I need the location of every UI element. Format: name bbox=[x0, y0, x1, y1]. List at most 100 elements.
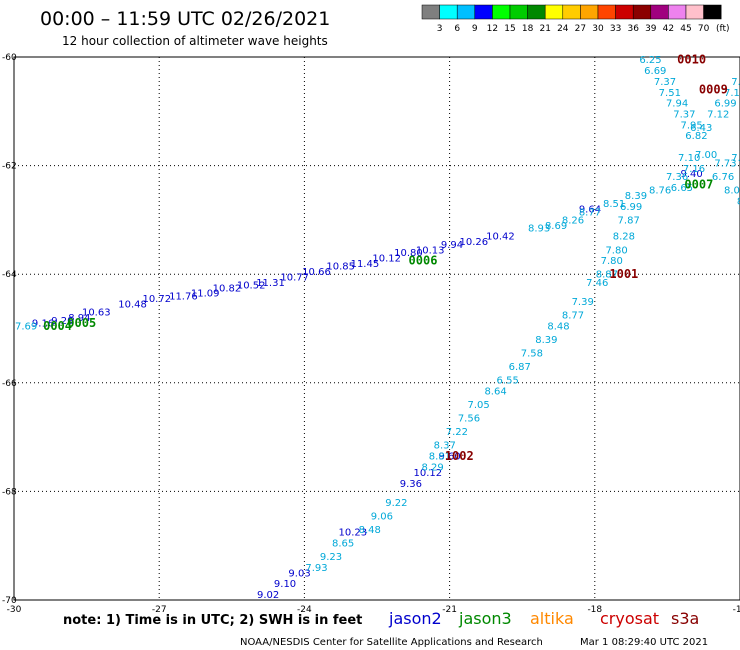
pass-number-label: 0005 bbox=[67, 316, 96, 330]
y-tick-labels: -60 -62 -64 -66 -68 -70 bbox=[2, 53, 17, 606]
pass-number-label: 0009 bbox=[699, 83, 728, 97]
legend-swatch bbox=[509, 4, 528, 20]
swh-point-label: 10.48 bbox=[118, 300, 147, 311]
legend-label: 30 bbox=[592, 24, 604, 34]
legend-label: 42 bbox=[663, 24, 674, 34]
swh-point-label: 10.77 bbox=[280, 272, 309, 283]
swh-point-label: 7.27 bbox=[731, 77, 740, 88]
swh-point-label: 8.76 bbox=[649, 186, 671, 197]
swh-point-label: 7.94 bbox=[666, 99, 688, 110]
legend-swatch bbox=[668, 4, 687, 20]
swh-point-label: 8.29 bbox=[422, 462, 444, 473]
swh-point-label: 8.04 bbox=[724, 186, 740, 197]
plot-frame bbox=[13, 56, 740, 601]
x-tick-label: -21 bbox=[442, 605, 457, 615]
swh-point-label: 6.43 bbox=[690, 123, 712, 134]
swh-point-label: 7.87 bbox=[618, 215, 640, 226]
swh-point-label: 11.09 bbox=[191, 289, 220, 300]
legend-swatch bbox=[632, 4, 652, 20]
swh-point-label: 7.69 bbox=[15, 321, 37, 332]
legend-label: 3 bbox=[437, 24, 443, 34]
swh-point-label: 8.48 bbox=[359, 525, 381, 536]
swh-point-label: 10.26 bbox=[459, 237, 488, 248]
satellite-altika: altika bbox=[530, 609, 574, 628]
swh-point-label: 7.80 bbox=[605, 245, 627, 256]
swh-point-label: 7.37 bbox=[673, 110, 695, 121]
swh-point-label: 7.84 bbox=[731, 153, 740, 164]
swh-point-label: 10.12 bbox=[372, 253, 401, 264]
y-tick-label: -64 bbox=[2, 270, 17, 280]
swh-point-label: 7.73 bbox=[714, 158, 736, 169]
swh-point-label: 7.12 bbox=[707, 110, 729, 121]
legend-swatch bbox=[421, 4, 440, 20]
swh-point-label: 10.42 bbox=[486, 232, 515, 243]
legend-swatch bbox=[650, 4, 669, 20]
swh-point-label: 10.52 bbox=[237, 281, 266, 292]
swh-point-label: 7.05 bbox=[468, 400, 490, 411]
swh-point-label: 9.64 bbox=[579, 205, 601, 216]
legend-label: 6 bbox=[454, 24, 460, 34]
swh-point-label: 11.31 bbox=[256, 278, 285, 289]
swh-point-label: 7.39 bbox=[572, 297, 594, 308]
swh-point-label: 7.51 bbox=[659, 88, 681, 99]
legend-label: 9 bbox=[472, 24, 478, 34]
legend-label: 70 bbox=[698, 24, 710, 34]
pass-number-label: 0010 bbox=[677, 53, 706, 67]
y-tick-label: -70 bbox=[2, 596, 17, 606]
legend-swatch bbox=[544, 4, 564, 20]
swh-point-label: 7.56 bbox=[458, 414, 480, 425]
swh-point-label: 6.69 bbox=[644, 66, 666, 77]
swh-point-label: 6.99 bbox=[620, 202, 642, 213]
y-tick-label: -68 bbox=[2, 487, 17, 497]
legend-swatch bbox=[474, 4, 493, 20]
swh-point-label: 10.85 bbox=[326, 262, 355, 273]
swh-point-label: 11.76 bbox=[169, 291, 198, 302]
swh-point-label: 7.13 bbox=[724, 88, 740, 99]
swh-point-label: 9.02 bbox=[257, 590, 279, 601]
x-tick-label: -18 bbox=[587, 605, 602, 615]
legend-swatch bbox=[562, 4, 581, 20]
legend-swatch bbox=[580, 4, 599, 20]
swh-point-label: 9.40 bbox=[680, 169, 702, 180]
swh-point-label: 8.77 bbox=[562, 310, 584, 321]
timestamp: Mar 1 08:29:40 UTC 2021 bbox=[580, 637, 708, 648]
legend-unit: (ft) bbox=[716, 24, 730, 34]
legend-label: 36 bbox=[627, 24, 639, 34]
swh-point-label: 8.28 bbox=[613, 232, 635, 243]
swh-point-label: 10.82 bbox=[213, 283, 242, 294]
swh-point-label: 8.77 bbox=[579, 207, 601, 218]
pass-number-label: 1002 bbox=[445, 449, 474, 463]
swh-point-label: 7.36 bbox=[666, 172, 688, 183]
swh-point-label: 10.63 bbox=[82, 308, 111, 319]
chart-title: 00:00 – 11:59 UTC 02/26/2021 bbox=[40, 8, 330, 30]
swh-point-label: 9.16 bbox=[32, 319, 54, 330]
swh-point-label: 7.10 bbox=[678, 153, 700, 164]
satellite-jason2: jason2 bbox=[388, 609, 442, 628]
satellite-cryosat: cryosat bbox=[600, 609, 659, 628]
swh-point-label: 9.06 bbox=[371, 511, 393, 522]
swh-point-label: 9.10 bbox=[274, 579, 296, 590]
swh-point-label: 10.23 bbox=[338, 528, 367, 539]
swh-point-label: 6.55 bbox=[497, 376, 519, 387]
swh-point-label: 8.81 bbox=[429, 452, 451, 463]
swh-point-label: 6.87 bbox=[509, 362, 531, 373]
swh-point-label: 11.45 bbox=[351, 259, 380, 270]
swh-point-label: 8.48 bbox=[547, 321, 569, 332]
x-tick-label: -24 bbox=[297, 605, 312, 615]
swh-point-label: 8.93 bbox=[528, 224, 550, 235]
data-points: 9.169.208.9410.6310.4810.7211.7611.0910.… bbox=[15, 55, 740, 601]
swh-point-label: 8.39 bbox=[535, 335, 557, 346]
satellite-s3a: s3a bbox=[671, 609, 699, 628]
satellite-jason3: jason3 bbox=[458, 609, 512, 628]
plot-area: -30 -27 -24 -21 -18 -15 -60 -62 -64 -66 -68 -70 9.… bbox=[2, 53, 740, 615]
legend-swatch bbox=[703, 4, 722, 20]
legend-label: 33 bbox=[610, 24, 621, 34]
swh-point-label: 10.72 bbox=[142, 294, 171, 305]
swh-point-label: 8.39 bbox=[625, 191, 647, 202]
legend-label: 12 bbox=[487, 24, 498, 34]
pass-number-label: 0007 bbox=[684, 178, 713, 192]
pass-number-label: 0006 bbox=[409, 254, 438, 268]
swh-point-label: 8.87 bbox=[596, 270, 618, 281]
swh-point-label: 6.82 bbox=[685, 131, 707, 142]
